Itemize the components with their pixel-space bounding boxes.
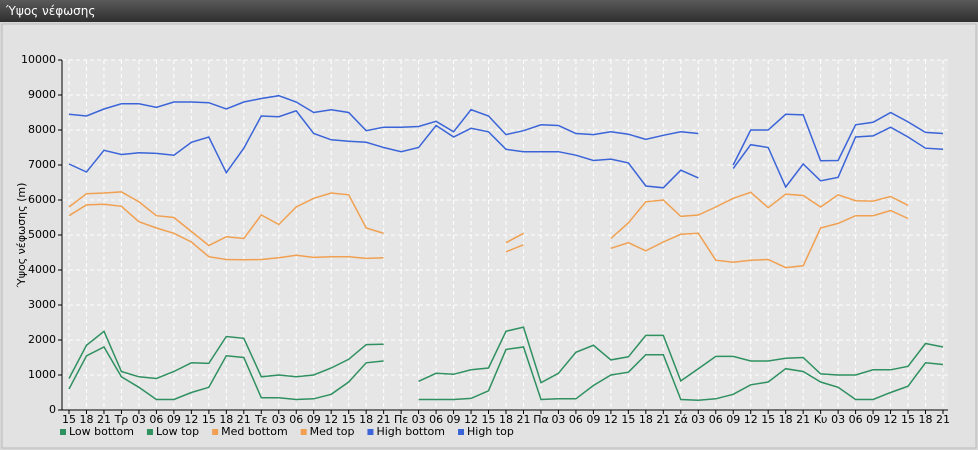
x-tick-label: 18 — [359, 413, 373, 426]
x-tick-label: Πε — [394, 413, 408, 426]
y-tick-label: 0 — [49, 403, 56, 416]
y-tick-label: 1000 — [28, 368, 56, 381]
x-tick-label: 09 — [447, 413, 461, 426]
x-tick-label: 09 — [726, 413, 740, 426]
x-tick-label: 21 — [516, 413, 530, 426]
y-tick-label: 7000 — [28, 158, 56, 171]
y-tick-label: 5000 — [28, 228, 56, 241]
series-line — [68, 326, 944, 384]
x-tick-label: Τε — [254, 413, 268, 426]
x-tick-label: 21 — [656, 413, 670, 426]
x-tick-label: 12 — [324, 413, 338, 426]
x-tick-label: 06 — [709, 413, 723, 426]
legend-label: High bottom — [376, 425, 445, 438]
x-tick-label: 06 — [149, 413, 163, 426]
x-tick-label: 21 — [796, 413, 810, 426]
legend-marker — [367, 429, 374, 435]
x-tick-label: 03 — [412, 413, 426, 426]
x-tick-label: 21 — [936, 413, 950, 426]
x-tick-label: Πα — [533, 413, 549, 426]
y-tick-label: 3000 — [28, 298, 56, 311]
x-tick-label: 06 — [429, 413, 443, 426]
x-tick-label: 15 — [901, 413, 915, 426]
x-tick-label: 09 — [167, 413, 181, 426]
series-line — [68, 191, 909, 247]
legend-label: Low top — [156, 425, 199, 438]
x-tick-label: 03 — [551, 413, 565, 426]
legend-marker — [60, 429, 66, 435]
x-tick-label: Κυ — [814, 413, 828, 426]
x-tick-label: 12 — [884, 413, 898, 426]
y-axis-label: Ύψος νέφωσης (m) — [15, 183, 28, 289]
x-tick-label: 18 — [219, 413, 233, 426]
x-tick-label: 03 — [831, 413, 845, 426]
x-tick-label: 18 — [779, 413, 793, 426]
series-line — [68, 203, 909, 269]
legend-marker — [458, 429, 464, 435]
legend-label: Low bottom — [69, 425, 134, 438]
x-tick-label: 21 — [97, 413, 111, 426]
series-line — [68, 109, 944, 189]
series-line — [68, 94, 944, 166]
y-tick-label: 6000 — [28, 193, 56, 206]
y-tick-label: 9000 — [28, 88, 56, 101]
legend-marker — [212, 429, 219, 435]
x-tick-label: Σά — [674, 413, 688, 426]
x-tick-label: 06 — [849, 413, 863, 426]
x-tick-label: 03 — [132, 413, 146, 426]
legend-label: High top — [467, 425, 514, 438]
x-tick-label: 18 — [919, 413, 933, 426]
x-tick-label: 09 — [586, 413, 600, 426]
y-tick-label: 8000 — [28, 123, 56, 136]
x-tick-label: 09 — [866, 413, 880, 426]
title-bar: Ύψος νέφωσης — [0, 0, 978, 22]
y-tick-label: 2000 — [28, 333, 56, 346]
x-tick-label: 12 — [464, 413, 478, 426]
x-tick-label: Τρ — [114, 413, 129, 426]
x-tick-label: 15 — [202, 413, 216, 426]
x-tick-label: 18 — [639, 413, 653, 426]
x-tick-label: 21 — [237, 413, 251, 426]
x-tick-label: 15 — [482, 413, 496, 426]
x-tick-label: 12 — [604, 413, 618, 426]
x-tick-label: 15 — [621, 413, 635, 426]
x-tick-label: 03 — [272, 413, 286, 426]
x-tick-label: 12 — [184, 413, 198, 426]
y-tick-label: 10000 — [21, 53, 56, 66]
x-tick-label: 06 — [289, 413, 303, 426]
x-tick-label: 18 — [79, 413, 93, 426]
legend-marker — [146, 429, 153, 435]
x-tick-label: 06 — [569, 413, 583, 426]
legend-label: Med bottom — [221, 425, 288, 438]
legend-label: Med top — [310, 425, 355, 438]
x-tick-label: 03 — [691, 413, 705, 426]
x-tick-label: 12 — [744, 413, 758, 426]
x-tick-label: 15 — [761, 413, 775, 426]
x-tick-label: 15 — [62, 413, 76, 426]
y-tick-label: 4000 — [28, 263, 56, 276]
legend-marker — [300, 429, 307, 435]
x-tick-label: 15 — [342, 413, 356, 426]
chart: Ύψος νέφωσης (m) 0 1000 2000 3000 4000 5000 60… — [1, 23, 977, 449]
x-tick-label: 21 — [377, 413, 391, 426]
x-tick-label: 09 — [307, 413, 321, 426]
x-tick-label: 18 — [499, 413, 513, 426]
series-line — [68, 346, 944, 401]
